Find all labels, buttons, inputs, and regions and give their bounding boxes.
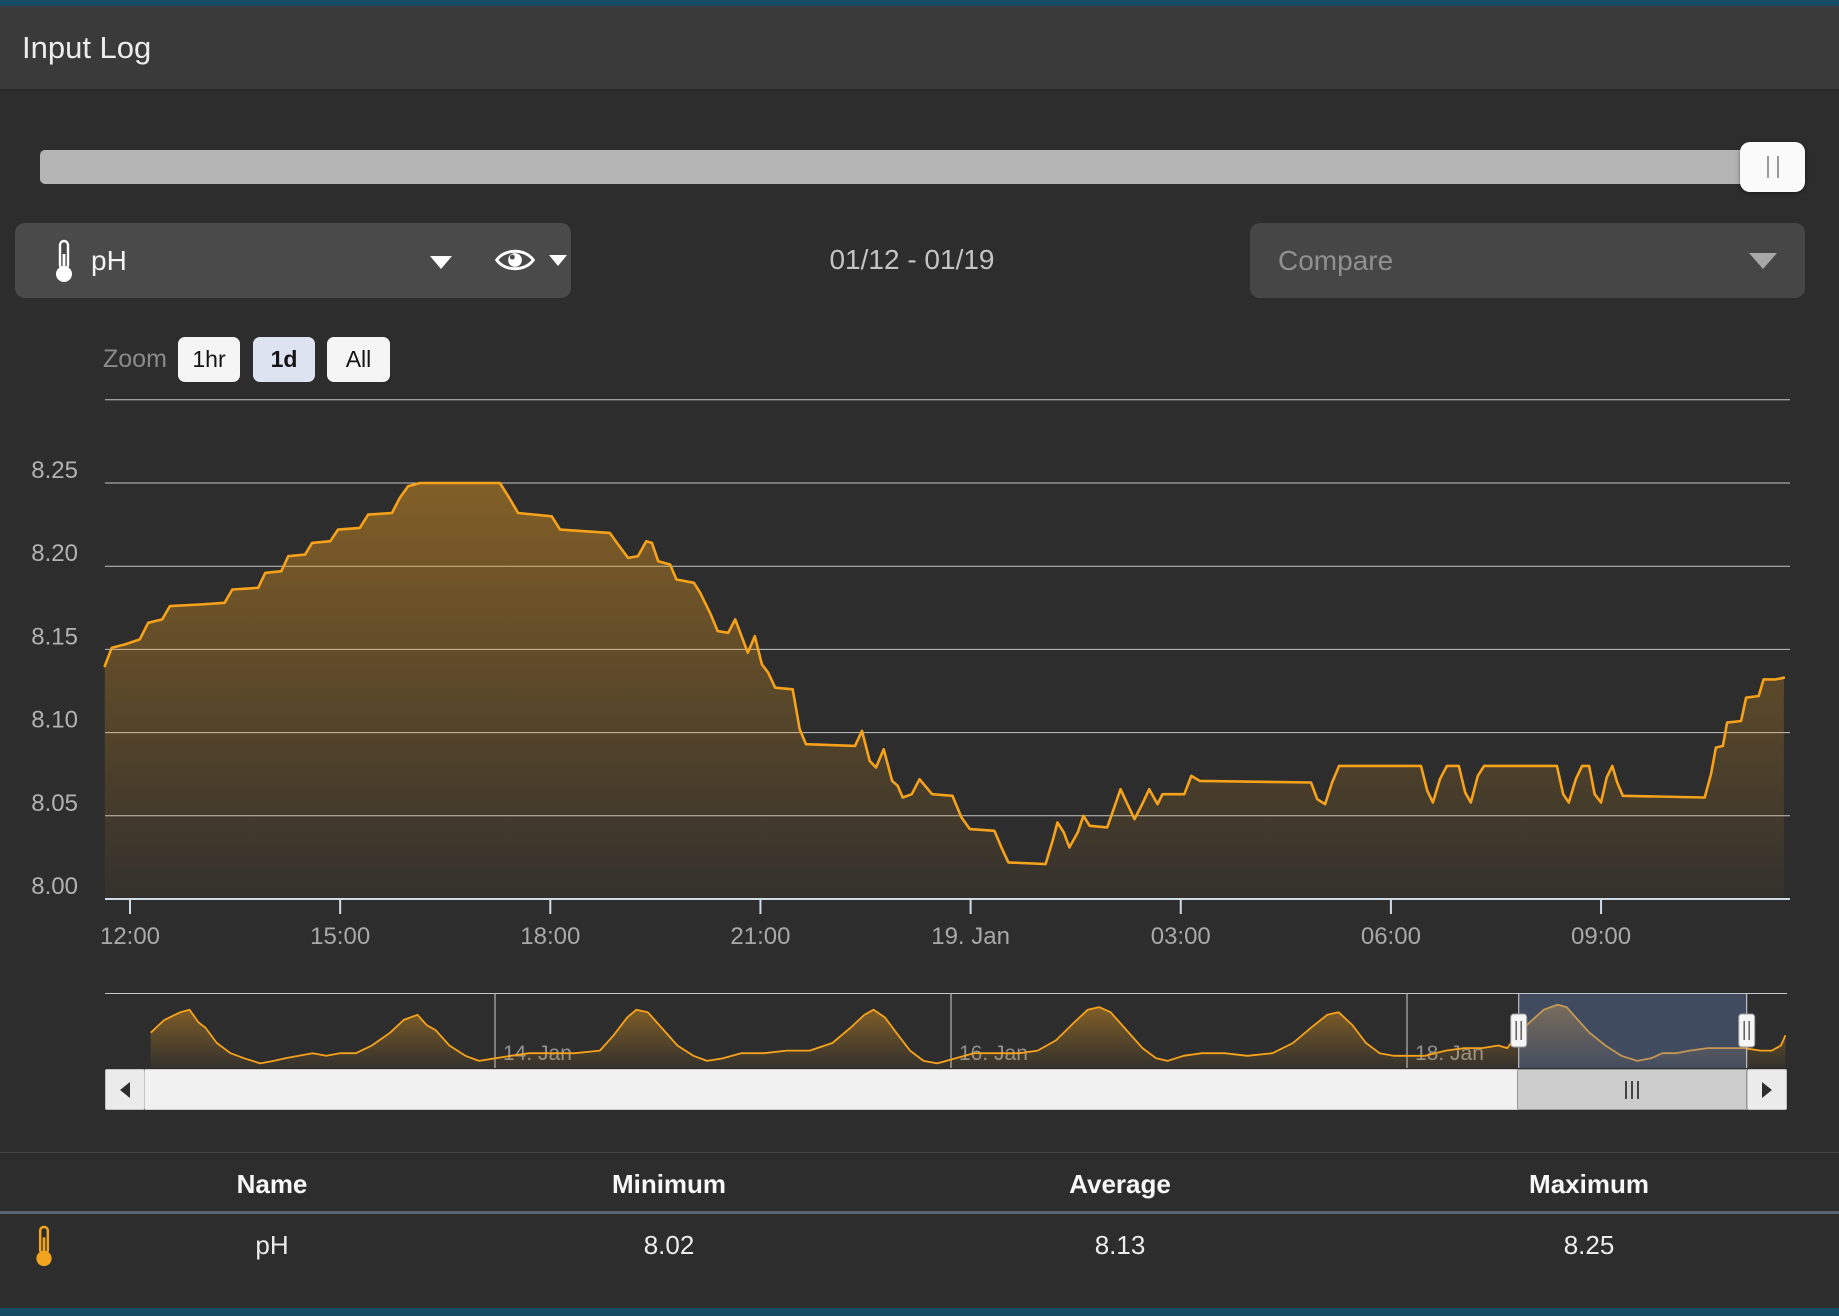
x-axis-label: 12:00 [100, 923, 160, 950]
zoom-label: Zoom [103, 345, 167, 373]
column-header-minimum: Minimum [611, 1169, 727, 1199]
thermometer-icon [36, 1225, 52, 1267]
main-line [103, 481, 1786, 866]
zoom-1hr-button[interactable]: 1hr [178, 337, 240, 382]
page-title: Input Log [22, 30, 152, 65]
y-axis-label: 8.10 [31, 707, 78, 734]
x-axis-label: 03:00 [1151, 923, 1211, 950]
navigator-handle[interactable] [1510, 1013, 1528, 1048]
navigator-handle[interactable] [1738, 1013, 1756, 1048]
column-header-maximum: Maximum [1529, 1169, 1649, 1199]
cell-average: 8.13 [1094, 1230, 1146, 1260]
arrow-left-icon [120, 1081, 130, 1098]
y-axis-label: 8.00 [31, 873, 78, 900]
y-axis-label: 8.05 [31, 790, 78, 817]
cell-name: pH [255, 1230, 289, 1260]
date-range-label: 01/12 - 01/19 [829, 244, 995, 275]
chevron-down-icon [1749, 252, 1777, 269]
scrollbar-left-button[interactable] [105, 1069, 145, 1110]
navigator-chart[interactable]: 14. Jan16. Jan18. Jan [0, 985, 1839, 1075]
y-axis-label: 8.15 [31, 623, 78, 650]
x-axis-label: 18:00 [520, 923, 580, 950]
scrollbar-right-button[interactable] [1747, 1069, 1787, 1110]
x-axis-label: 19. Jan [931, 923, 1010, 950]
navigator-line [150, 1003, 1787, 1065]
cell-minimum: 8.02 [643, 1230, 695, 1260]
chevron-down-icon [430, 256, 452, 269]
time-range-slider-handle[interactable] [1740, 142, 1805, 192]
page-header: Input Log [0, 6, 1839, 91]
sensor-select-value: pH [91, 244, 127, 276]
column-header-average: Average [1069, 1169, 1171, 1199]
chevron-down-icon[interactable] [549, 254, 567, 266]
sensor-select-dropdown[interactable]: pH [15, 223, 571, 298]
zoom-1d-button[interactable]: 1d [253, 337, 315, 382]
time-range-slider-track[interactable] [40, 150, 1805, 184]
compare-dropdown[interactable]: Compare [1250, 223, 1805, 298]
compare-placeholder: Compare [1278, 244, 1394, 276]
table-top-border [0, 1152, 1839, 1153]
table-header-separator [0, 1211, 1839, 1214]
arrow-right-icon [1762, 1081, 1772, 1098]
x-axis-label: 21:00 [730, 923, 790, 950]
y-axis-label: 8.20 [31, 540, 78, 567]
column-header-name: Name [236, 1169, 308, 1199]
scrollbar-thumb[interactable] [1517, 1069, 1747, 1110]
window-bottom-border [0, 1308, 1839, 1316]
main-chart[interactable]: 8.00 8.05 8.10 8.15 8.20 8.25 12:00 15:00 18:00 2… [0, 380, 1839, 960]
x-axis-label: 09:00 [1571, 923, 1631, 950]
cell-maximum: 8.25 [1563, 1230, 1615, 1260]
thermometer-icon [56, 239, 72, 282]
eye-icon[interactable] [495, 245, 535, 275]
main-area [104, 483, 1784, 899]
window-top-border [0, 0, 1839, 6]
navigator-selected-range[interactable] [1518, 994, 1747, 1068]
x-axis-label: 06:00 [1361, 923, 1421, 950]
x-axis-label: 15:00 [310, 923, 370, 950]
zoom-all-button[interactable]: All [327, 337, 390, 382]
scrollbar-track[interactable] [145, 1069, 1747, 1110]
y-axis-label: 8.25 [31, 457, 78, 484]
